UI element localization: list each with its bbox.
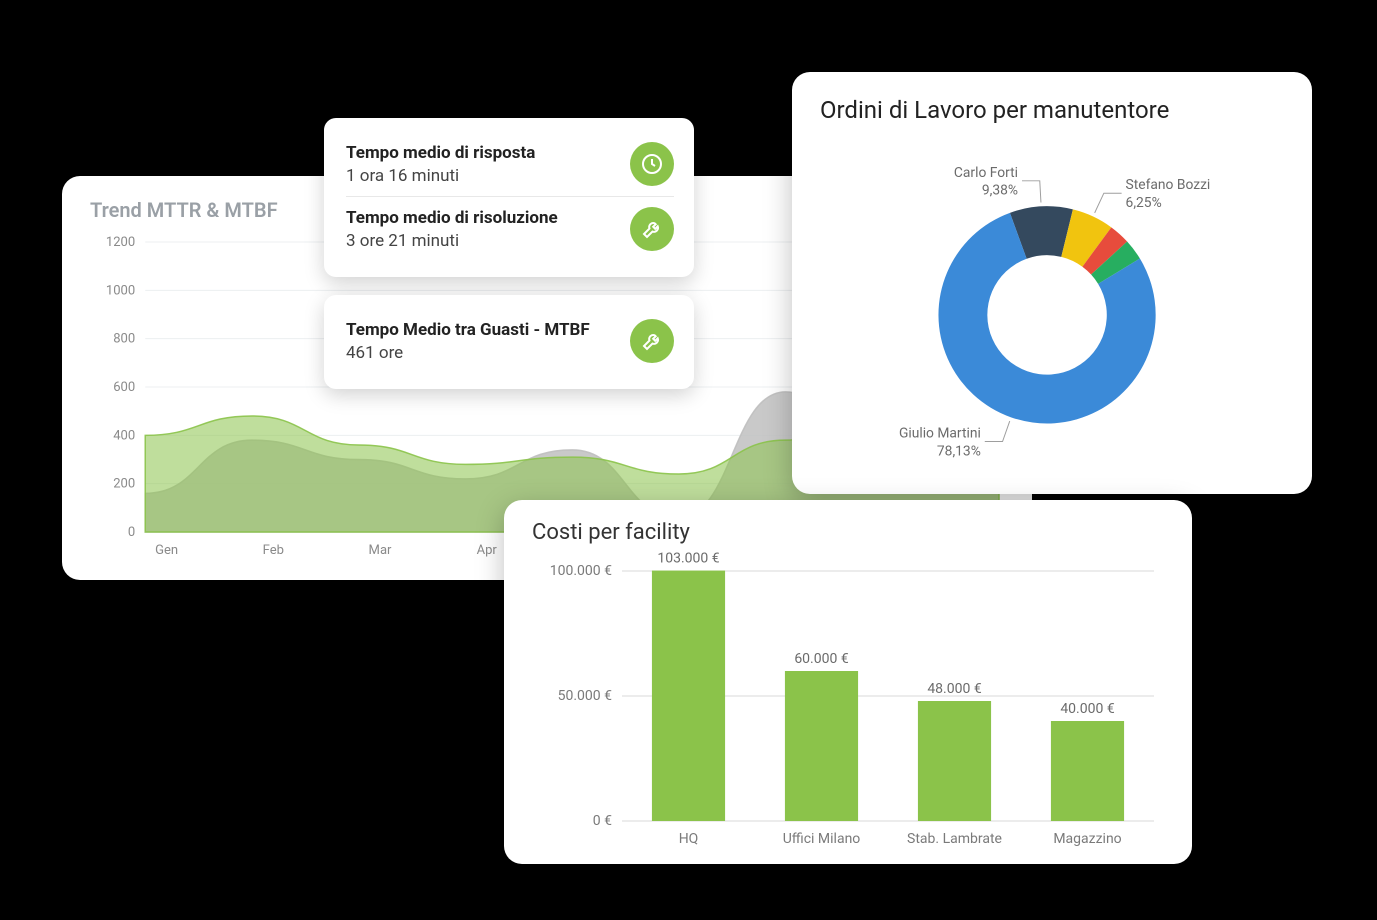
kpi-card-mtbf: Tempo Medio tra Guasti - MTBF 461 ore [324,295,694,389]
kpi-label: Tempo medio di risoluzione [346,207,558,229]
svg-text:1000: 1000 [106,283,135,298]
svg-text:Giulio Martini: Giulio Martini [899,426,981,442]
svg-text:Magazzino: Magazzino [1053,831,1121,847]
svg-text:50.000 €: 50.000 € [558,688,613,704]
svg-text:0: 0 [128,525,135,540]
work-orders-donut-card: Ordini di Lavoro per manutentore Carlo F… [792,72,1312,494]
svg-text:0 €: 0 € [593,813,612,829]
costs-per-facility-card: Costi per facility 0 € 50.000 € 100.000 € 1… [504,500,1192,864]
svg-text:Uffici Milano: Uffici Milano [783,831,861,847]
svg-text:40.000 €: 40.000 € [1060,701,1115,717]
kpi-value: 3 ore 21 minuti [346,231,558,251]
svg-text:6,25%: 6,25% [1126,195,1162,211]
svg-text:Feb: Feb [263,543,284,558]
kpi-stack: Tempo medio di risposta 1 ora 16 minuti … [324,118,694,407]
svg-text:Mar: Mar [369,543,392,558]
svg-text:100.000 €: 100.000 € [550,563,612,579]
kpi-card-response-resolution: Tempo medio di risposta 1 ora 16 minuti … [324,118,694,277]
svg-text:103.000 €: 103.000 € [657,551,719,567]
svg-text:Stefano Bozzi: Stefano Bozzi [1126,177,1211,193]
svg-text:200: 200 [113,477,135,492]
svg-text:HQ: HQ [679,831,699,847]
svg-text:Apr: Apr [477,543,498,558]
wrench-icon [630,319,674,363]
svg-text:1200: 1200 [106,235,135,250]
clock-icon [630,142,674,186]
svg-text:Carlo Forti: Carlo Forti [954,165,1018,181]
svg-text:Stab. Lambrate: Stab. Lambrate [907,831,1002,847]
donut-chart-title: Ordini di Lavoro per manutentore [820,96,1284,124]
kpi-label: Tempo Medio tra Guasti - MTBF [346,319,590,341]
svg-text:48.000 €: 48.000 € [927,681,982,697]
kpi-value: 461 ore [346,343,590,363]
svg-text:9,38%: 9,38% [982,183,1018,199]
svg-text:60.000 €: 60.000 € [794,651,849,667]
donut-chart: Carlo Forti 9,38% Stefano Bozzi 6,25% Giulio… [820,130,1284,480]
bar-chart-title: Costi per facility [532,520,1164,545]
kpi-mtbf: Tempo Medio tra Guasti - MTBF 461 ore [346,309,674,373]
kpi-resolution-time: Tempo medio di risoluzione 3 ore 21 minu… [346,196,674,261]
svg-text:Gen: Gen [155,543,178,558]
kpi-response-time: Tempo medio di risposta 1 ora 16 minuti [346,132,674,196]
kpi-label: Tempo medio di risposta [346,142,535,164]
svg-text:600: 600 [113,380,135,395]
svg-text:78,13%: 78,13% [937,443,981,459]
bar-chart: 0 € 50.000 € 100.000 € 103.000 € HQ 60.000 € U… [532,551,1164,851]
svg-text:800: 800 [113,332,135,347]
kpi-value: 1 ora 16 minuti [346,166,535,186]
svg-text:400: 400 [113,428,135,443]
wrench-icon [630,207,674,251]
